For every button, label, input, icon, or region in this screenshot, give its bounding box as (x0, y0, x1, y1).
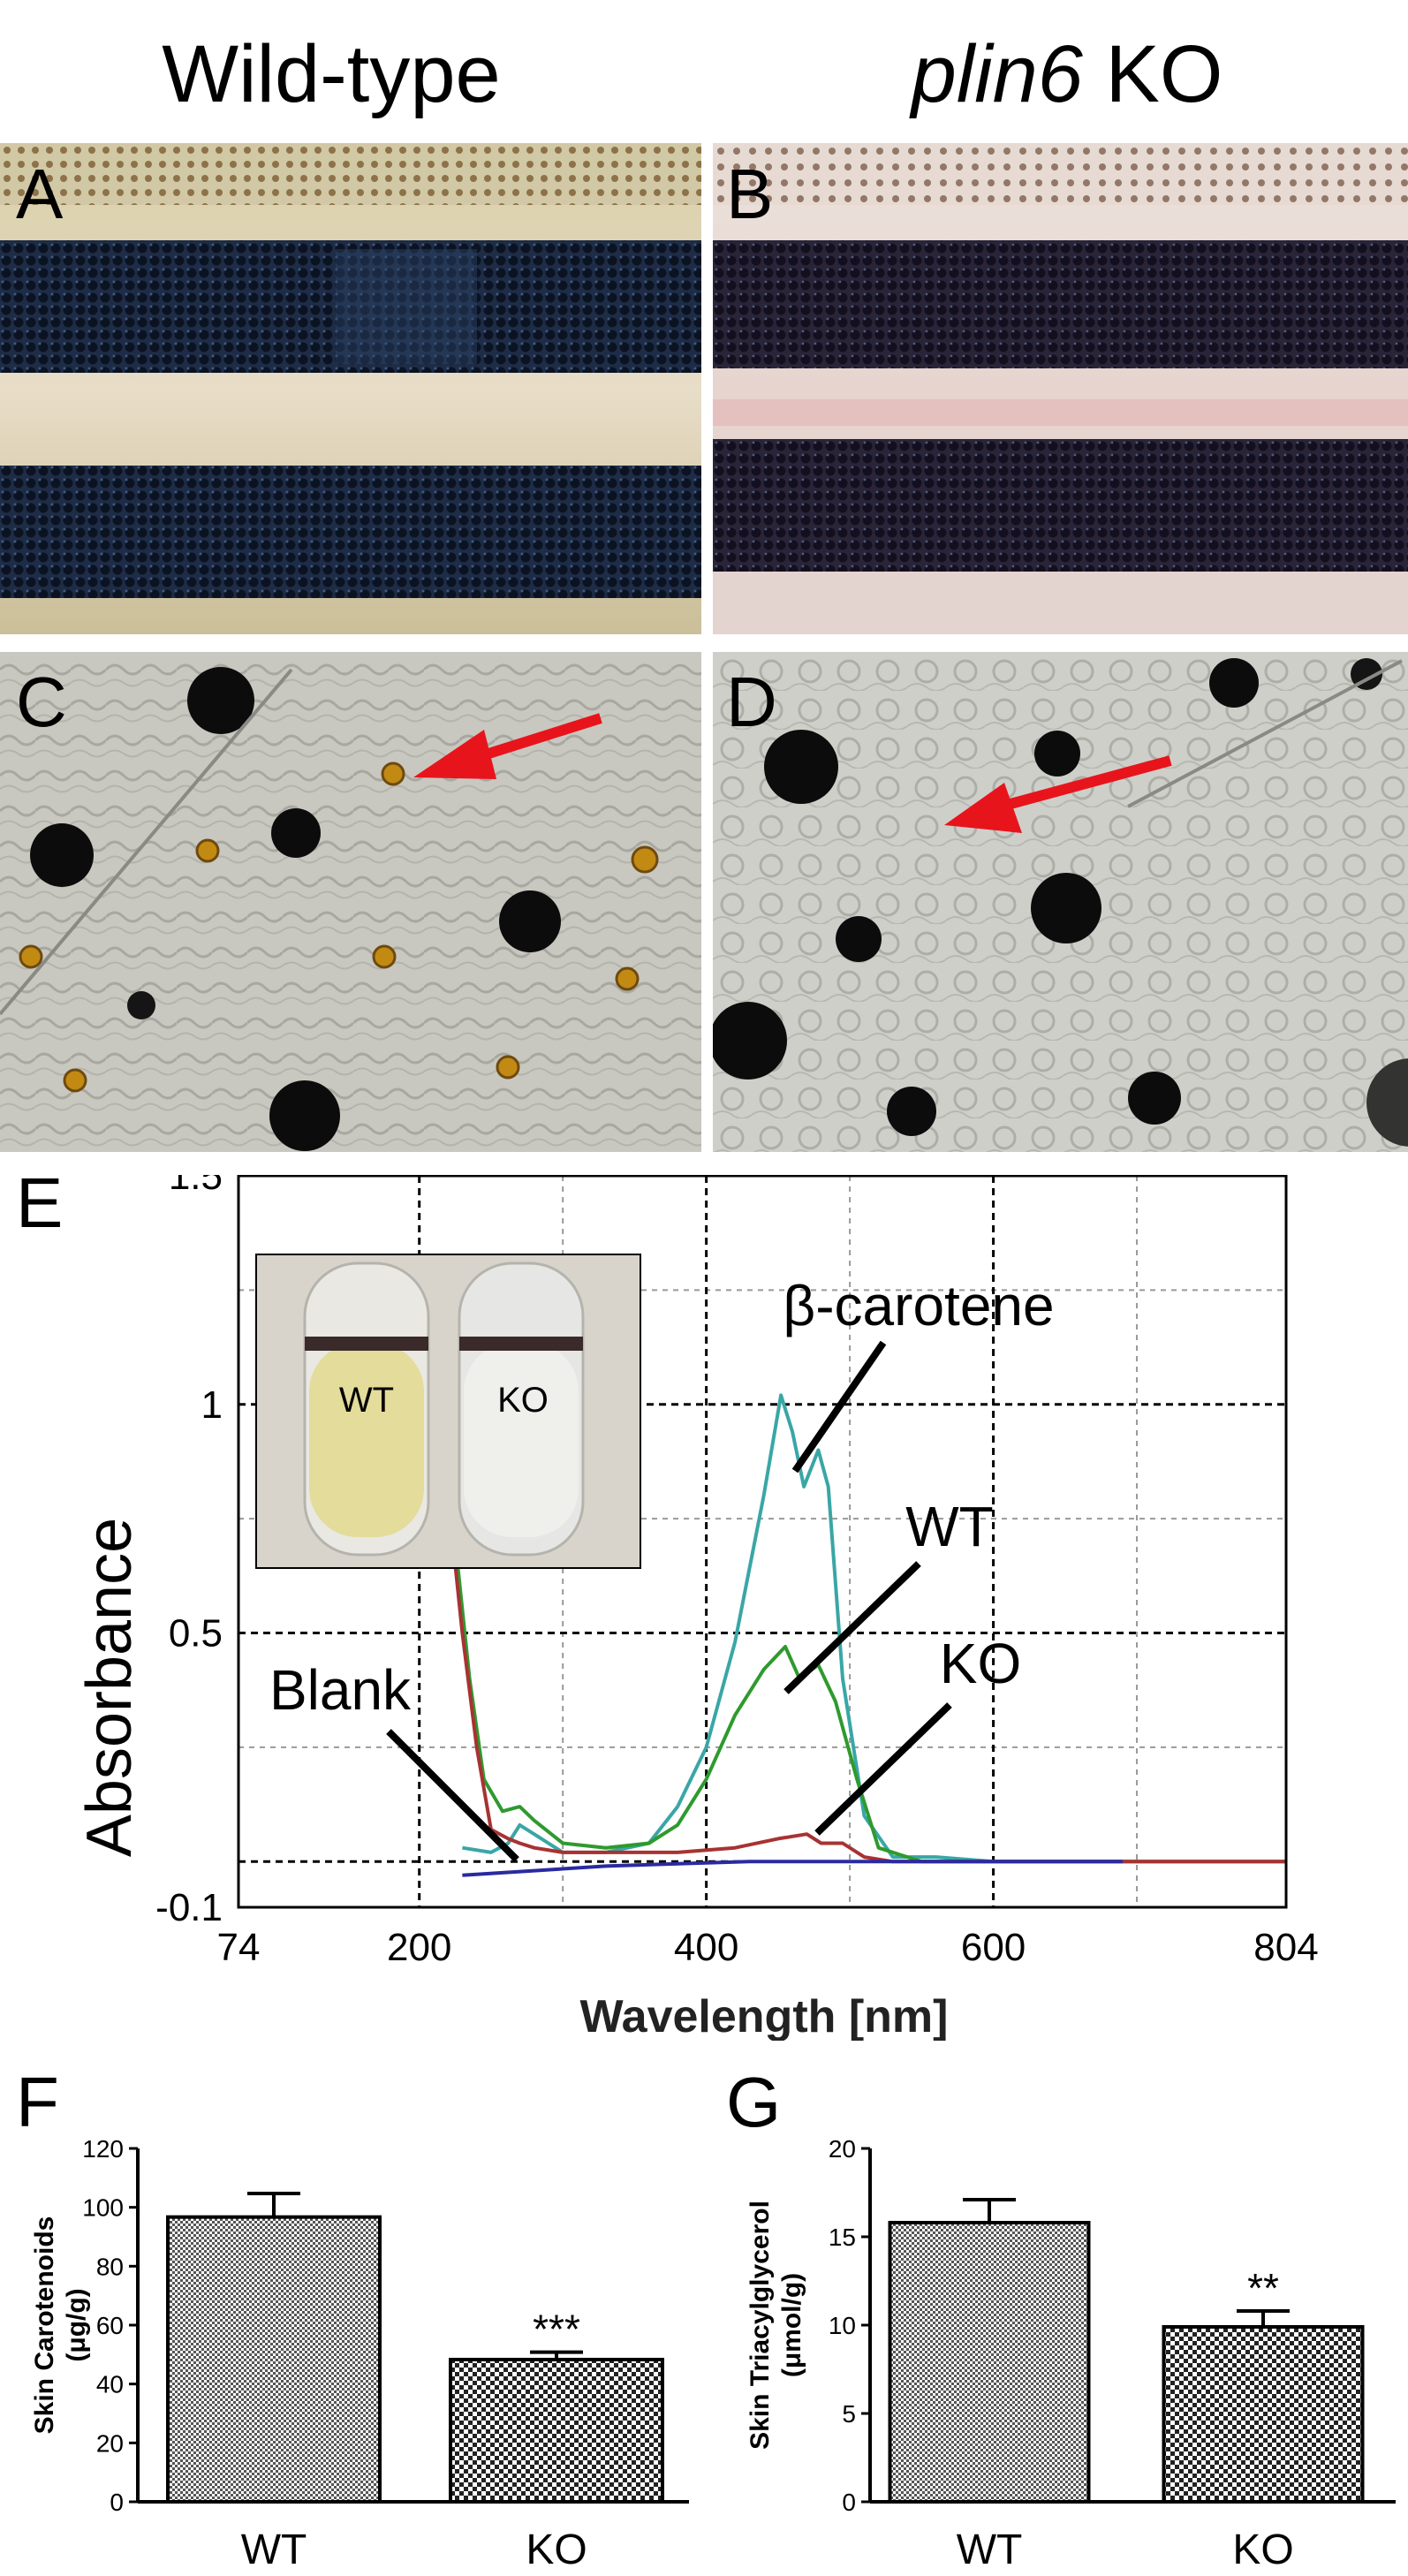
bar-y-axis-label: Skin Triacylglycerol (μmol/g) (746, 2201, 806, 2450)
panel-c-image (0, 652, 701, 1152)
y-tick-label: -0.1 (155, 1886, 223, 1929)
y-tick-label: 1.5 (169, 1175, 223, 1198)
ko-tube-lipid-layer (459, 1337, 583, 1351)
series-line-ko (446, 1496, 1286, 1864)
category-label-wt: WT (241, 2527, 307, 2573)
annotation-wt: WT (905, 1495, 994, 1558)
arrow-c-head (413, 730, 496, 779)
pointer-wt (783, 1561, 921, 1694)
panel-label-b: B (726, 155, 774, 233)
y-tick-label: 0 (842, 2489, 856, 2516)
x-tick-label: 600 (961, 1926, 1026, 1969)
bar-wt (166, 2215, 382, 2504)
pointer-blank (386, 1729, 519, 1862)
panel-label-a: A (16, 155, 64, 233)
panel-label-f: F (16, 2063, 59, 2141)
panel-label-d: D (726, 663, 777, 741)
y-tick-label: 60 (96, 2312, 124, 2339)
pointer-beta-carotene (791, 1340, 887, 1474)
annotation-beta-carotene: β-carotene (783, 1274, 1054, 1337)
panel-a-stripes (0, 143, 701, 634)
pointer-ko (814, 1702, 952, 1836)
x-tick-label: 400 (674, 1926, 738, 1969)
significance-ko: *** (533, 2307, 580, 2352)
spectrum-frame (237, 1175, 1288, 1909)
annotation-blank: Blank (269, 1658, 412, 1722)
tube-inset-photo: WT KO (255, 1254, 641, 1569)
series-line-blank (462, 1860, 1123, 1877)
panel-d-cells (713, 652, 1408, 1152)
x-tick-label: 200 (387, 1926, 451, 1969)
spectrum-lines (446, 1393, 1286, 1877)
panel-label-e: E (16, 1163, 64, 1242)
y-tick-label: 20 (96, 2429, 124, 2457)
bar-wt (888, 2221, 1091, 2504)
panel-b-image (713, 143, 1408, 634)
panel-label-c: C (16, 663, 67, 741)
gene-name: plin6 (911, 29, 1083, 119)
y-tick-label: 40 (96, 2371, 124, 2398)
series-line--carotene (462, 1393, 1286, 1864)
wt-tube-lipid-layer (305, 1337, 428, 1351)
x-tick-label: 74 (217, 1926, 261, 1969)
y-tick-label: 1 (201, 1383, 223, 1427)
y-tick-label: 15 (829, 2224, 856, 2251)
spectrum-y-axis-label: Absorbance (74, 1518, 145, 1857)
bar-y-axis-label: Skin Carotenoids (μg/g) (30, 2216, 91, 2435)
y-tick-label: 10 (829, 2312, 856, 2339)
x-tick-label: 804 (1253, 1926, 1318, 1969)
category-label-ko: KO (526, 2527, 587, 2573)
bar-ko (1162, 2325, 1365, 2504)
y-tick-label: 5 (842, 2400, 856, 2428)
y-tick-label: 20 (829, 2135, 856, 2163)
panel-c-cells (0, 652, 701, 1152)
spectrum-x-axis-label: Wavelength [nm] (580, 1991, 949, 2041)
title-plin6-ko: plin6 KO (740, 34, 1394, 115)
inset-label-ko: KO (497, 1381, 549, 1420)
title-ko-suffix: KO (1082, 29, 1223, 119)
panel-label-g: G (726, 2063, 782, 2141)
triacylglycerol-bar-chart: 0 5 10 15 20 Skin Triacylglycerol (μmol/g) WT KO… (746, 2135, 1396, 2573)
y-tick-label: 0.5 (169, 1612, 223, 1655)
category-label-ko: KO (1232, 2527, 1293, 2573)
significance-ko: ** (1247, 2265, 1279, 2311)
panel-b-stripes (713, 143, 1408, 634)
arrow-d-head (944, 783, 1022, 833)
category-label-wt: WT (957, 2527, 1023, 2573)
title-wild-type: Wild-type (162, 29, 501, 119)
absorbance-spectrum-chart: 74 200 400 600 804 -0.1 0.5 1 1.5 Absorbance Wav… (74, 1175, 1319, 2041)
spectrum-tick-labels: 74 200 400 600 804 -0.1 0.5 1 1.5 (155, 1175, 1319, 1969)
panel-d-image (713, 652, 1408, 1152)
y-tick-label: 100 (82, 2194, 124, 2222)
panel-a-image (0, 143, 701, 634)
annotation-ko: KO (940, 1632, 1021, 1695)
y-tick-label: 80 (96, 2253, 124, 2280)
series-line-wt (446, 1473, 1286, 1864)
carotenoids-bar-chart: 0 20 40 60 80 100 120 Skin Carotenoids (μg/g) WT K… (30, 2135, 689, 2573)
bar-ko (449, 2358, 664, 2504)
inset-label-wt: WT (339, 1381, 394, 1420)
y-tick-label: 0 (110, 2489, 124, 2516)
y-tick-label: 120 (82, 2135, 124, 2163)
